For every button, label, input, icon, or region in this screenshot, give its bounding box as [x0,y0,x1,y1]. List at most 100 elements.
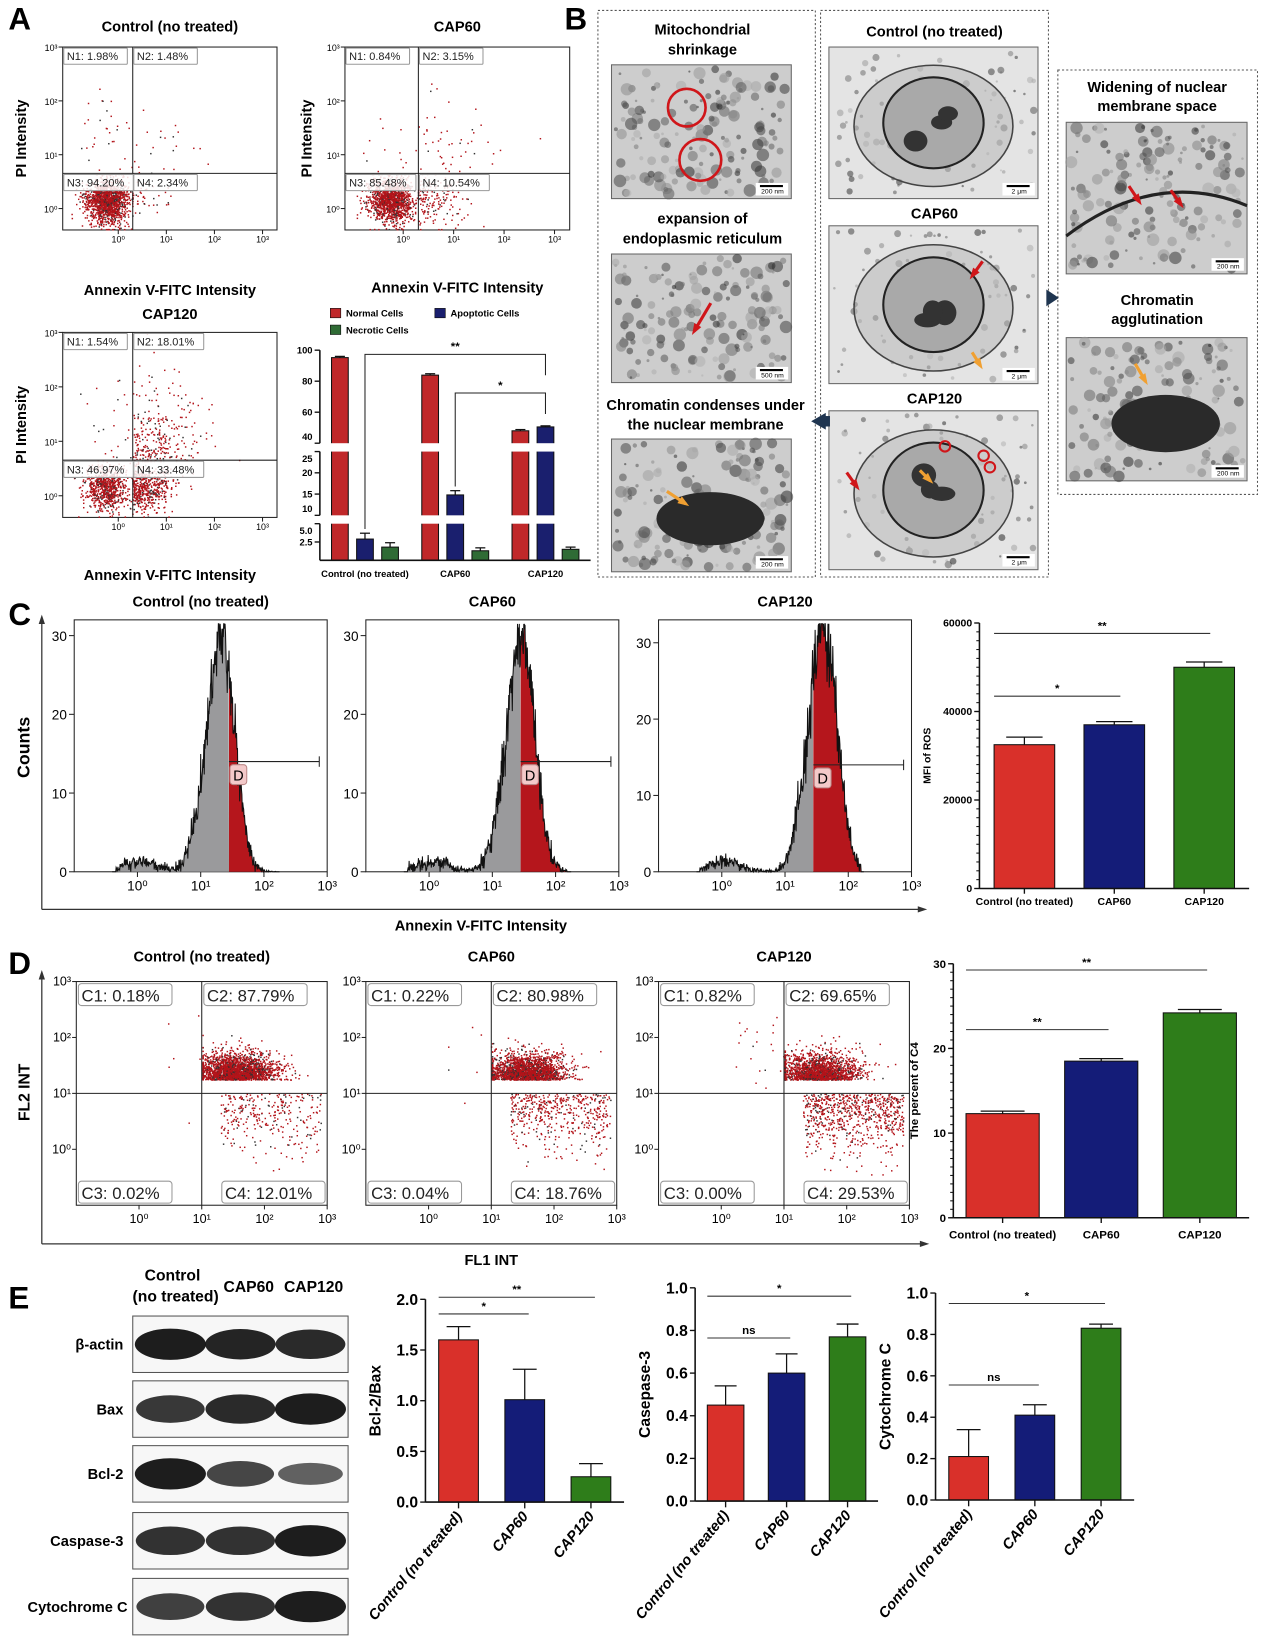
micrograph-texture [622,273,627,278]
data-point [98,496,99,497]
micrograph-texture [1170,209,1175,214]
micrograph-texture [730,285,741,296]
data-point [86,209,87,210]
blot-col-cap120: CAP120 [284,1279,343,1296]
micrograph-texture [1019,446,1022,449]
panel-label-d: D [8,946,31,981]
micrograph-texture [1233,385,1239,391]
micrograph-texture [1117,174,1126,183]
micrograph-texture [846,533,851,538]
data-point [381,212,382,213]
micrograph-texture [837,110,844,117]
data-point [413,203,414,204]
micrograph-texture [1161,378,1169,386]
micrograph-texture [1128,232,1134,238]
micrograph-texture [651,369,656,374]
micrograph-texture [781,355,787,361]
micrograph-texture [1102,394,1110,402]
quadrant-label: N2: 3.15% [423,51,474,63]
micrograph-texture [714,291,717,294]
data-point [394,211,395,212]
data-point [375,219,376,220]
data-point [139,441,140,442]
data-point [100,479,101,480]
micrograph-texture [1104,128,1107,131]
data-point [436,88,437,89]
data-point [362,207,363,208]
micrograph-texture [1145,206,1153,214]
data-point [408,200,409,201]
data-point [175,125,176,126]
data-point [164,441,165,442]
data-point [366,203,367,204]
data-point [93,226,94,227]
micrograph-texture [833,287,836,290]
data-point [134,381,135,382]
data-point [391,207,392,208]
y-tick-label: 10² [45,383,58,393]
data-point [122,193,123,194]
data-point [440,156,441,157]
data-point [85,198,86,199]
data-point [153,450,154,451]
micrograph-texture [664,549,673,558]
data-point [148,421,149,422]
micrograph-texture [746,285,750,289]
data-point [110,205,111,206]
micrograph-texture [1069,471,1080,482]
data-point [424,221,425,222]
data-point [480,124,481,125]
micrograph-texture [733,550,736,553]
micrograph-texture [702,287,711,296]
data-point [360,212,361,213]
data-point [88,103,89,104]
micrograph-texture [756,126,765,135]
micrograph-texture [704,328,715,339]
micrograph-texture [1185,216,1189,220]
micrograph-texture [618,540,622,544]
micrograph-texture [757,545,761,549]
data-point [384,199,385,200]
data-point [99,198,100,199]
data-point [144,203,145,204]
data-point [164,137,165,138]
data-point [98,505,99,506]
data-point [82,225,83,226]
data-point [428,205,429,206]
micrograph-texture [1008,51,1013,56]
micrograph-texture [1224,241,1231,248]
micrograph-texture [734,344,739,349]
micrograph-texture [999,555,1001,557]
data-point [99,203,100,204]
micrograph-texture [1211,234,1215,238]
data-point [176,445,177,446]
data-point [161,439,162,440]
data-point [107,510,108,511]
micrograph-texture [1086,257,1097,268]
data-point [177,443,178,444]
data-point [163,436,164,437]
data-point [88,160,89,161]
data-point [112,218,113,219]
data-point [101,495,102,496]
micrograph-texture [1068,260,1077,269]
data-point [158,413,159,414]
data-point [211,404,212,405]
data-point [99,89,100,90]
data-point [472,129,473,130]
data-point [93,502,94,503]
micrograph-texture [696,124,705,133]
data-point [124,216,125,217]
micrograph-texture [786,503,789,506]
micrograph-texture [1104,376,1115,387]
data-point [134,428,135,429]
micrograph-texture [1196,237,1200,241]
micrograph-texture [1088,439,1100,451]
micrograph-texture [619,72,622,75]
data-point [94,215,95,216]
data-point [88,194,89,195]
data-point [410,207,411,208]
data-point [178,426,179,427]
data-point [120,212,121,213]
data-point [118,204,119,205]
